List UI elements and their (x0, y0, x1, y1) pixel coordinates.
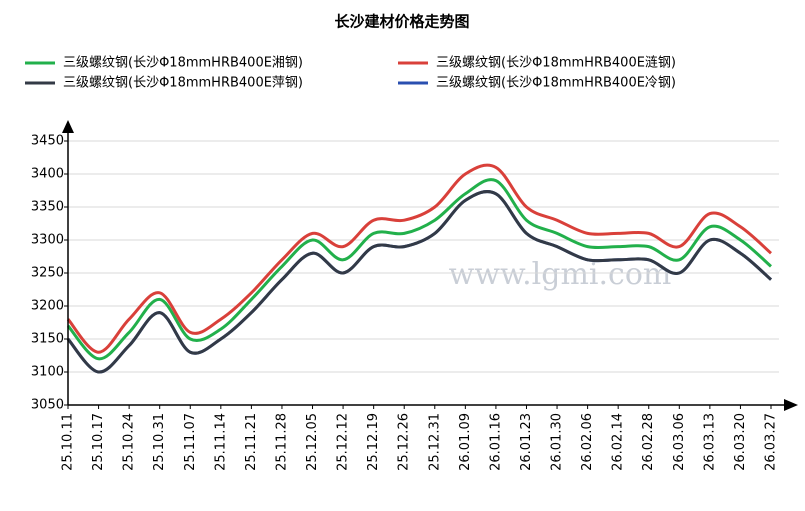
chart-title: 长沙建材价格走势图 (334, 13, 469, 31)
x-tick-label: 26.01.09 (458, 413, 473, 471)
legend-label: 三级螺纹钢(长沙Φ18mmHRB400E涟钢) (436, 55, 676, 71)
legend-label: 三级螺纹钢(长沙Φ18mmHRB400E湘钢) (63, 56, 303, 71)
legend-label: 三级螺纹钢(长沙Φ18mmHRB400E萍钢) (63, 76, 303, 91)
x-tick-label: 26.01.30 (550, 413, 565, 471)
y-tick-label: 3250 (31, 266, 64, 281)
y-tick-label: 3300 (31, 233, 64, 248)
y-tick-label: 3200 (31, 299, 64, 314)
series-line (66, 190, 772, 374)
x-tick-label: 25.10.24 (122, 413, 137, 471)
x-tick-label: 25.10.31 (152, 413, 167, 471)
y-tick-label: 3350 (31, 200, 64, 215)
series-line (66, 178, 772, 361)
x-tick-label: 26.01.16 (488, 413, 503, 471)
y-tick-label: 3400 (31, 167, 64, 182)
y-axis-arrow (62, 120, 74, 133)
x-tick-label: 26.03.20 (733, 413, 748, 471)
legend-label: 三级螺纹钢(长沙Φ18mmHRB400E冷钢) (436, 76, 676, 91)
x-axis-arrow (784, 399, 798, 411)
y-tick-label: 3150 (31, 332, 64, 347)
x-tick-label: 25.11.07 (183, 413, 198, 471)
lines (66, 163, 772, 374)
x-tick-label: 25.12.12 (336, 413, 351, 471)
x-tick-label: 26.02.14 (611, 413, 626, 471)
x-tick-label: 26.02.28 (641, 413, 656, 471)
x-tick-label: 25.10.11 (61, 413, 76, 471)
x-tick-label: 25.12.05 (305, 413, 320, 471)
x-tick-label: 26.02.06 (580, 413, 595, 471)
x-tick-label: 26.03.06 (672, 413, 687, 471)
x-tick-label: 25.12.19 (366, 413, 381, 471)
y-tick-label: 3050 (31, 398, 64, 413)
x-tick-label: 26.03.13 (702, 413, 717, 471)
y-tick-label: 3100 (31, 365, 64, 380)
series-line (66, 163, 772, 354)
x-tick-label: 25.10.17 (91, 413, 106, 471)
watermark: www.lgmi.com (449, 257, 672, 292)
x-tick-label: 26.03.27 (764, 413, 779, 471)
x-tick-label: 25.11.21 (244, 413, 259, 471)
x-tick-label: 25.11.14 (213, 413, 228, 471)
x-tick-label: 25.11.28 (274, 413, 289, 471)
x-tick-label: 25.12.26 (397, 413, 412, 471)
x-tick-label: 26.01.23 (519, 413, 534, 471)
x-tick-label: 25.12.31 (427, 413, 442, 471)
y-tick-label: 3450 (31, 134, 64, 149)
